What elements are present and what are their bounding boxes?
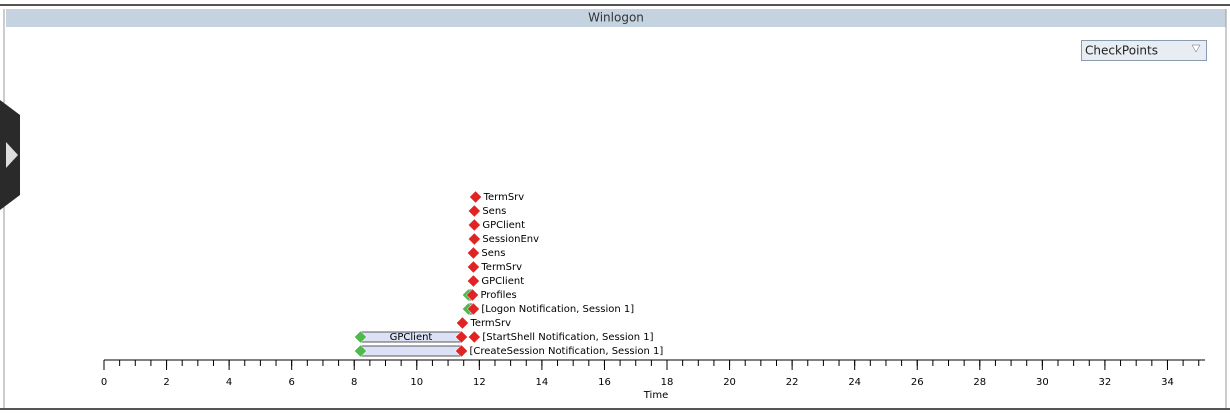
x-tick-label: 30 [1036, 377, 1049, 388]
x-tick-label: 14 [536, 377, 549, 388]
event-label: TermSrv [469, 318, 511, 329]
x-tick-label: 8 [351, 377, 357, 388]
end-marker [456, 316, 469, 330]
event-label: TermSrv [483, 192, 525, 203]
x-tick-label: 0 [101, 377, 107, 388]
x-axis-label: Time [643, 390, 668, 401]
bar-label: GPClient [390, 332, 433, 343]
event-label: TermSrv [480, 262, 522, 273]
x-tick-label: 2 [163, 377, 169, 388]
header-title: Winlogon [588, 11, 644, 25]
x-tick-label: 4 [226, 377, 232, 388]
x-tick-label: 16 [598, 377, 611, 388]
x-tick-label: 32 [1099, 377, 1112, 388]
end-marker [455, 344, 468, 358]
start-marker [354, 344, 367, 358]
x-tick-label: 22 [786, 377, 799, 388]
x-tick-label: 12 [473, 377, 486, 388]
side-tab-arrow [6, 142, 18, 168]
dropdown-box[interactable] [1081, 40, 1207, 61]
event-label: GPClient [482, 220, 525, 231]
dropdown-arrow [1191, 44, 1201, 53]
x-tick-label: 28 [973, 377, 986, 388]
duration-bar [360, 345, 462, 357]
x-tick-label: 6 [288, 377, 294, 388]
start-marker [354, 330, 367, 344]
event-label: GPClient [481, 276, 524, 287]
end-marker [467, 218, 481, 232]
x-tick-label: 34 [1161, 377, 1174, 388]
event-label: SessionEnv [482, 234, 539, 245]
x-tick-label: 24 [848, 377, 861, 388]
end-marker [466, 288, 479, 302]
event-label: [StartShell Notification, Session 1] [482, 332, 653, 343]
dropdown-label: CheckPoints [1085, 44, 1158, 58]
end-marker [467, 330, 481, 344]
end-marker [467, 204, 481, 218]
end-marker [467, 274, 480, 288]
x-tick-label: 26 [911, 377, 924, 388]
event-label: [CreateSession Notification, Session 1] [470, 346, 664, 357]
end-marker [467, 232, 481, 246]
header-bar [6, 9, 1226, 27]
end-marker [467, 260, 480, 274]
x-tick-label: 20 [723, 377, 736, 388]
end-marker [455, 330, 468, 344]
end-marker [467, 246, 480, 260]
event-label: Sens [481, 248, 505, 259]
event-label: Sens [482, 206, 506, 217]
dropdown[interactable]: CheckPoints [1081, 40, 1207, 61]
event-label: [Logon Notification, Session 1] [481, 304, 634, 315]
x-tick-label: 10 [410, 377, 423, 388]
end-marker [469, 190, 482, 204]
event-label: Profiles [480, 290, 516, 301]
x-tick-label: 18 [661, 377, 674, 388]
end-marker [467, 302, 480, 316]
